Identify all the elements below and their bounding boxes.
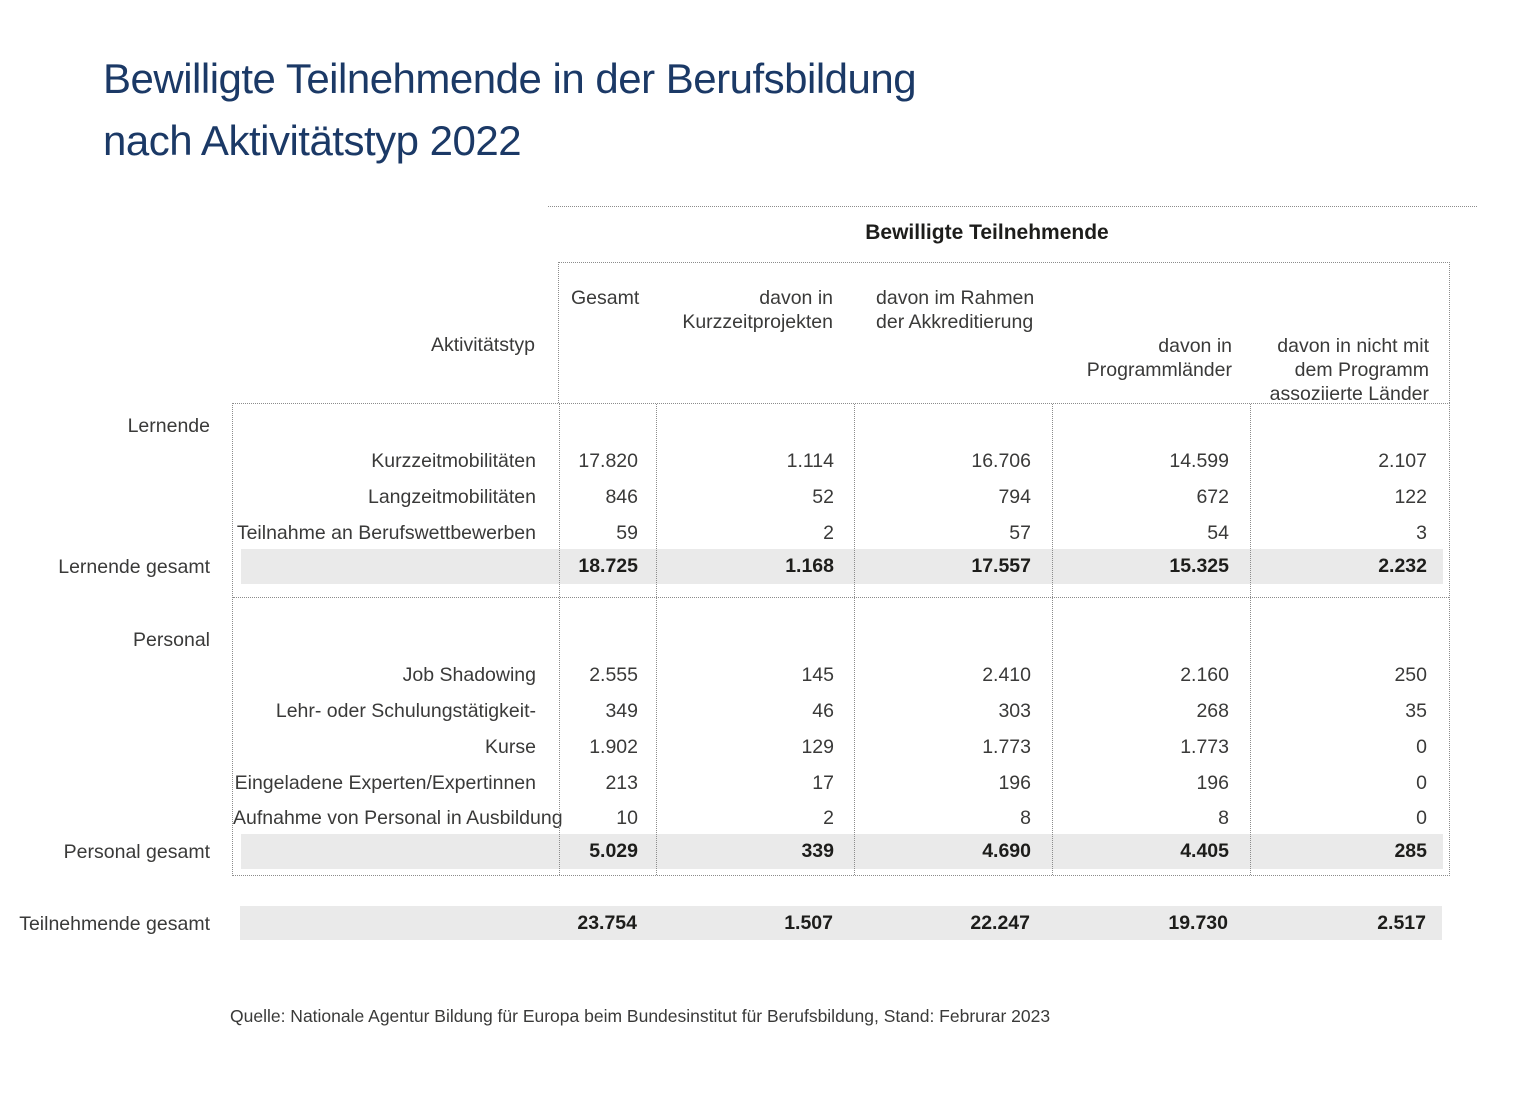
cell-value: 303	[998, 700, 1031, 722]
cell-value: 8	[1020, 807, 1031, 829]
row-label: Aufnahme von Personal in Ausbildung	[233, 807, 563, 829]
cell-value: 196	[1196, 772, 1229, 794]
cell-value: 54	[1207, 522, 1229, 544]
row-label: Teilnahme an Berufswettbewerben	[236, 522, 536, 544]
column-divider	[1250, 404, 1251, 875]
cell-value: 1.773	[1180, 736, 1229, 758]
cell-value: 1.507	[784, 912, 833, 934]
cell-value: 2.232	[1378, 555, 1427, 577]
cell-value: 23.754	[577, 912, 637, 934]
cell-value: 15.325	[1169, 555, 1229, 577]
cell-value: 268	[1196, 700, 1229, 722]
cell-value: 2.410	[982, 664, 1031, 686]
page-title: Bewilligte Teilnehmende in der Berufsbil…	[103, 55, 917, 164]
cell-value: 2.555	[589, 664, 638, 686]
column-header-kurzzeitprojekte: davon in Kurzzeitprojekten	[682, 287, 833, 333]
cell-value: 22.247	[970, 912, 1030, 934]
cell-value: 1.114	[786, 450, 834, 472]
cell-value: 0	[1416, 736, 1427, 758]
table-row: Lehr- oder Schulungstätigkeit- 349 46 303 26…	[233, 701, 1451, 721]
column-divider	[559, 404, 560, 875]
total-label-personal-gesamt: Personal gesamt	[63, 841, 210, 863]
cell-value: 19.730	[1168, 912, 1228, 934]
column-header-programmlaender: davon in Programmländer	[1086, 335, 1232, 381]
top-dotted-rule	[548, 206, 1477, 207]
table-row: Langzeitmobilitäten 846 52 794 672 122	[233, 487, 1451, 507]
row-label: Kurzzeitmobilitäten	[371, 450, 536, 472]
section-label-lernende: Lernende	[127, 415, 210, 437]
row-label: Job Shadowing	[402, 664, 536, 686]
table-row: Kurzzeitmobilitäten 17.820 1.114 16.706 14.5…	[233, 451, 1451, 471]
cell-value: 17.557	[971, 555, 1031, 577]
cell-value: 16.706	[971, 450, 1031, 472]
cell-value: 0	[1416, 772, 1427, 794]
total-label-lernende-gesamt: Lernende gesamt	[58, 556, 210, 578]
table-row: Eingeladene Experten/Expertinnen 213 17 196…	[233, 773, 1451, 793]
cell-value: 846	[605, 486, 638, 508]
cell-value: 46	[812, 700, 834, 722]
cell-value: 14.599	[1169, 450, 1229, 472]
column-group-title: Bewilligte Teilnehmende	[865, 221, 1109, 244]
row-label: Kurse	[485, 736, 536, 758]
table-row: Teilnahme an Berufswettbewerben 59 2 57 54 3	[233, 523, 1451, 543]
cell-value: 250	[1394, 664, 1427, 686]
cell-value: 4.690	[982, 840, 1031, 862]
row-label: Langzeitmobilitäten	[367, 486, 536, 508]
table-row: Job Shadowing 2.555 145 2.410 2.160 250	[233, 665, 1451, 685]
cell-value: 0	[1416, 807, 1427, 829]
table-header-box: Gesamt davon in Kurzzeitprojekten davon …	[558, 262, 1450, 405]
table-body-box: Kurzzeitmobilitäten 17.820 1.114 16.706 14.5…	[232, 403, 1450, 876]
column-divider	[1052, 404, 1053, 875]
cell-value: 18.725	[578, 555, 638, 577]
cell-value: 129	[801, 736, 834, 758]
cell-value: 1.773	[982, 736, 1031, 758]
cell-value: 3	[1416, 522, 1427, 544]
row-axis-label: Aktivitätstyp	[430, 334, 535, 356]
column-divider	[656, 404, 657, 875]
column-header-gesamt: Gesamt	[571, 287, 640, 309]
cell-value: 1.168	[785, 555, 834, 577]
column-header-assoziierte-laender: davon in nicht mit dem Programm assoziie…	[1269, 335, 1429, 405]
cell-value: 349	[605, 700, 638, 722]
column-divider	[854, 404, 855, 875]
cell-value: 2.517	[1377, 912, 1426, 934]
cell-value: 2.107	[1378, 450, 1427, 472]
cell-value: 59	[616, 522, 638, 544]
cell-value: 2.160	[1180, 664, 1229, 686]
cell-value: 52	[812, 486, 834, 508]
cell-value: 57	[1009, 522, 1031, 544]
total-label-teilnehmende-gesamt: Teilnehmende gesamt	[19, 913, 210, 935]
cell-value: 17.820	[578, 450, 638, 472]
cell-value: 672	[1196, 486, 1229, 508]
cell-value: 213	[605, 772, 638, 794]
cell-value: 10	[616, 807, 638, 829]
cell-value: 8	[1218, 807, 1229, 829]
row-label: Lehr- oder Schulungstätigkeit-	[275, 700, 536, 722]
cell-value: 285	[1394, 840, 1427, 862]
cell-value: 5.029	[589, 840, 638, 862]
cell-value: 35	[1405, 700, 1427, 722]
cell-value: 122	[1394, 486, 1427, 508]
cell-value: 17	[812, 772, 834, 794]
table-row: Kurse 1.902 129 1.773 1.773 0	[233, 737, 1451, 757]
section-total-row: 18.725 1.168 17.557 15.325 2.232	[233, 549, 1451, 584]
cell-value: 1.902	[589, 736, 638, 758]
source-note: Quelle: Nationale Agentur Bildung für Eu…	[230, 1006, 1051, 1026]
cell-value: 196	[998, 772, 1031, 794]
cell-value: 339	[801, 840, 834, 862]
table-row: Aufnahme von Personal in Ausbildung 10 2 8 8…	[233, 808, 1451, 828]
cell-value: 2	[823, 522, 834, 544]
row-label: Eingeladene Experten/Expertinnen	[234, 772, 536, 794]
section-label-personal: Personal	[133, 629, 210, 651]
cell-value: 4.405	[1180, 840, 1229, 862]
grand-total-row: 23.754 1.507 22.247 19.730 2.517	[232, 906, 1450, 940]
cell-value: 794	[998, 486, 1031, 508]
cell-value: 2	[823, 807, 834, 829]
section-divider	[233, 597, 1449, 598]
section-total-row: 5.029 339 4.690 4.405 285	[233, 834, 1451, 869]
column-header-akkreditierung: davon im Rahmen der Akkreditierung	[876, 287, 1035, 333]
cell-value: 145	[801, 664, 834, 686]
